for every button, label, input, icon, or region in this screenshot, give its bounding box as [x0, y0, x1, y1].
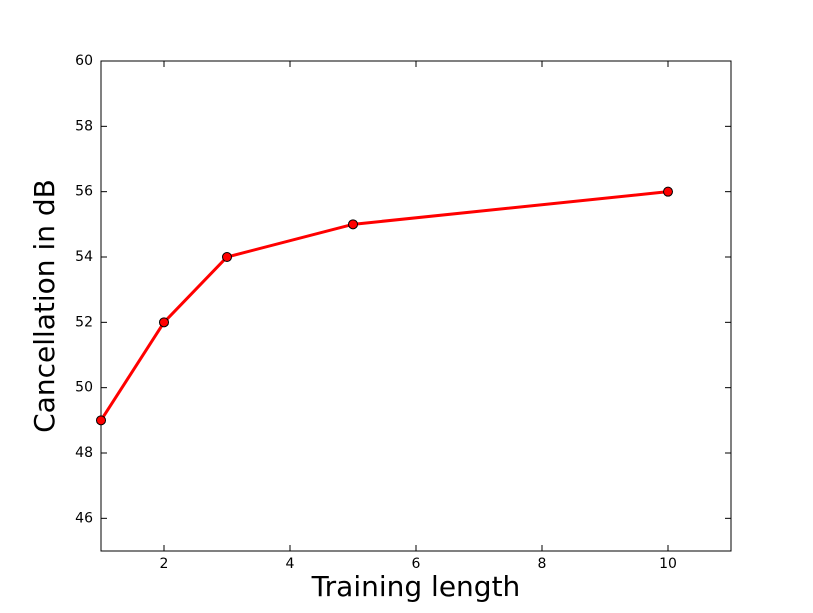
x-axis-label: Training length: [311, 570, 521, 603]
y-tick-label: 46: [75, 510, 93, 526]
y-tick-label: 60: [75, 53, 93, 69]
point: [348, 219, 358, 230]
point: [663, 186, 673, 197]
series-line: [99, 190, 669, 422]
y-tick-label: 50: [75, 380, 93, 396]
x-tick-label: 8: [538, 556, 547, 572]
x-tick-label: 2: [160, 556, 169, 572]
x-tick-label: 6: [412, 556, 421, 572]
y-tick-label: 52: [75, 314, 93, 330]
point: [159, 317, 169, 328]
plot-frame: [100, 60, 732, 552]
point: [96, 415, 106, 426]
point: [222, 252, 232, 262]
y-tick-label: 48: [75, 445, 93, 461]
y-axis-label: Cancellation in dB: [28, 179, 61, 433]
x-tick-label: 10: [659, 556, 677, 572]
x-tick-label: 4: [286, 556, 295, 572]
y-tick-label: 54: [75, 249, 93, 265]
y-tick-label: 56: [75, 184, 93, 200]
y-tick-label: 58: [75, 118, 93, 134]
